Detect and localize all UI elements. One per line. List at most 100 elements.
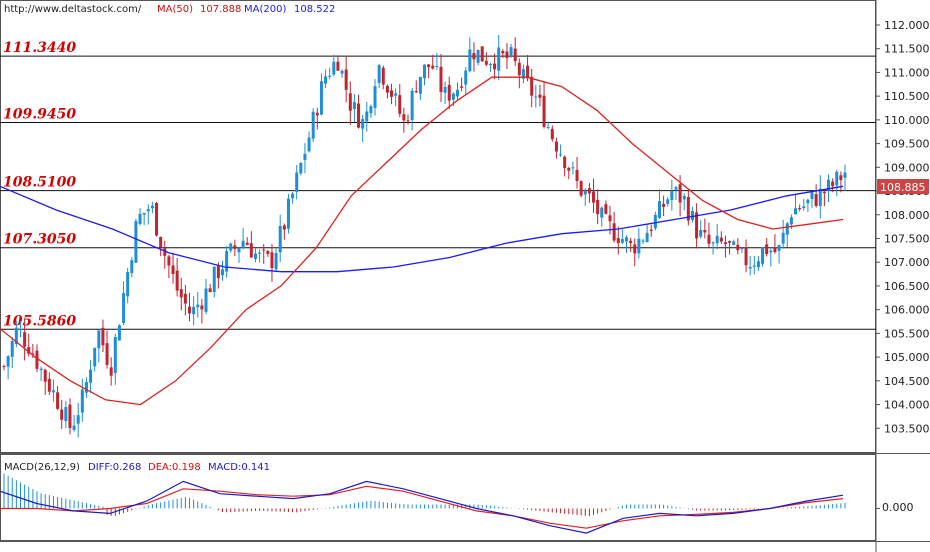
candle-body <box>18 329 22 331</box>
candle-body <box>233 245 237 249</box>
candle-body <box>138 213 142 224</box>
candle-body <box>270 252 274 269</box>
candle-body <box>56 392 60 409</box>
candle-body <box>616 238 620 243</box>
candle-body <box>14 327 18 345</box>
candle-body <box>538 94 542 98</box>
candle-body <box>352 102 356 109</box>
candle-body <box>31 353 35 355</box>
candle-body <box>237 248 241 253</box>
y-tick-label: 109.500 <box>884 138 930 151</box>
candle-body <box>517 62 521 76</box>
main-plot-frame <box>0 0 876 453</box>
candle-body <box>398 95 402 114</box>
candle-body <box>146 209 150 212</box>
candle-body <box>686 197 690 221</box>
candle-body <box>406 120 410 122</box>
candle-body <box>377 65 381 83</box>
candle-body <box>455 89 459 97</box>
candle-body <box>282 225 286 230</box>
candle-body <box>497 47 501 71</box>
candle-body <box>600 207 604 218</box>
candle-body <box>423 64 426 79</box>
candle-body <box>554 141 558 152</box>
candle-body <box>204 288 208 312</box>
candle-body <box>410 90 414 121</box>
candle-body <box>208 288 212 293</box>
candle-body <box>10 341 14 357</box>
candle-body <box>328 75 332 77</box>
y-tick-label: 111.000 <box>884 66 930 79</box>
candle-body <box>241 240 245 248</box>
candle-body <box>266 251 270 254</box>
candle-body <box>117 325 121 341</box>
candle-body <box>113 337 117 374</box>
candle-body <box>728 241 732 243</box>
candle-body <box>171 265 175 274</box>
candle-body <box>23 332 27 347</box>
candle-body <box>777 245 781 251</box>
candle-body <box>192 306 196 315</box>
macd-zero-tick: 0.000 <box>882 501 914 514</box>
macd-series <box>0 473 880 534</box>
candle-body <box>637 238 641 254</box>
candle-body <box>68 404 72 429</box>
candle-body <box>365 111 369 122</box>
candle-body <box>188 306 192 314</box>
candle-body <box>645 232 649 243</box>
candle-body <box>315 112 319 116</box>
candle-body <box>295 172 299 192</box>
candle-body <box>608 215 612 222</box>
candle-body <box>505 51 509 59</box>
candle-body <box>649 229 653 232</box>
candle-body <box>150 205 154 209</box>
candle-body <box>670 191 674 200</box>
candle-body <box>732 241 736 246</box>
level-label: 107.3050 <box>3 232 76 248</box>
level-label: 111.3440 <box>3 40 76 56</box>
candle-body <box>567 167 571 171</box>
candle-body <box>97 330 101 349</box>
candle-body <box>592 191 596 203</box>
candle-body <box>620 239 624 243</box>
candle-body <box>550 128 554 140</box>
candle-body <box>818 188 822 206</box>
candle-body <box>488 64 492 66</box>
candle-body <box>810 192 814 200</box>
level-label: 108.5100 <box>3 175 76 191</box>
candle-body <box>418 76 422 94</box>
y-tick-label: 109.000 <box>884 161 930 174</box>
candles <box>2 34 847 438</box>
candle-body <box>51 390 55 393</box>
candle-body <box>443 87 447 93</box>
candle-body <box>274 253 278 270</box>
candle-body <box>513 48 517 62</box>
candle-body <box>546 127 550 129</box>
candle-body <box>122 293 126 323</box>
candle-body <box>827 179 831 191</box>
candle-body <box>6 356 10 367</box>
candle-body <box>604 204 608 214</box>
candle-body <box>344 69 348 90</box>
candle-body <box>612 223 616 241</box>
candle-body <box>39 368 43 371</box>
candle-body <box>695 212 699 239</box>
y-tick-label: 105.500 <box>884 327 930 340</box>
candle-body <box>303 153 307 161</box>
candle-body <box>501 50 505 54</box>
candle-body <box>155 202 159 236</box>
y-tick-label: 105.000 <box>884 351 930 364</box>
candle-body <box>394 93 398 96</box>
candle-body <box>80 389 84 413</box>
candle-body <box>822 191 826 194</box>
candle-body <box>526 65 530 79</box>
source-url[interactable]: http://www.deltastock.com/ <box>4 4 142 15</box>
candle-body <box>369 106 373 114</box>
candle-body <box>789 217 793 225</box>
candle-body <box>715 235 719 244</box>
candle-body <box>196 304 200 308</box>
current-price-tag <box>877 179 929 194</box>
candle-body <box>579 181 583 196</box>
candle-body <box>245 242 249 245</box>
